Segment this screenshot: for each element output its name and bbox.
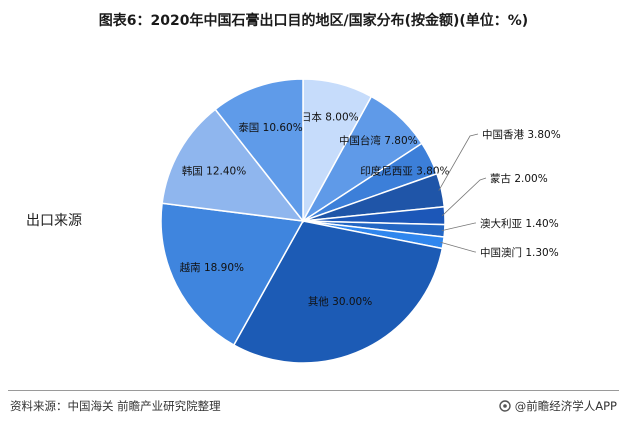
leader-line <box>440 241 476 253</box>
pie-slice <box>214 78 304 224</box>
source-note: 资料来源：中国海关 前瞻产业研究院整理 <box>10 399 221 413</box>
leader-line <box>438 133 479 191</box>
slice-label: 中国台湾 7.80% <box>339 134 418 147</box>
slice-label: 印度尼西亚 3.80% <box>360 165 449 178</box>
pie-slice <box>232 220 444 364</box>
pie-slice <box>161 108 305 222</box>
slice-label: 中国澳门 1.30% <box>480 246 559 259</box>
brand-credit: @前瞻经济学人APP <box>499 398 617 414</box>
slice-label: 日本 8.00% <box>301 111 359 124</box>
brand-logo-icon <box>499 400 511 412</box>
slice-label: 蒙古 2.00% <box>490 172 548 185</box>
slice-label: 其他 30.00% <box>308 295 372 308</box>
pie-slice <box>160 202 305 347</box>
slice-label: 韩国 12.40% <box>182 165 246 178</box>
slice-label: 澳大利亚 1.40% <box>480 217 559 230</box>
brand-text: @前瞻经济学人APP <box>514 399 617 413</box>
slice-label: 越南 18.90% <box>180 261 244 274</box>
series-label: 出口来源 <box>26 213 82 229</box>
leader-line <box>441 177 487 217</box>
leader-line <box>441 222 476 231</box>
footer-divider <box>8 390 619 391</box>
slice-label: 泰国 10.60% <box>238 121 302 134</box>
chart-title: 图表6：2020年中国石膏出口目的地区/国家分布(按金额)(单位：%) <box>98 13 529 29</box>
slice-label: 中国香港 3.80% <box>482 128 561 141</box>
